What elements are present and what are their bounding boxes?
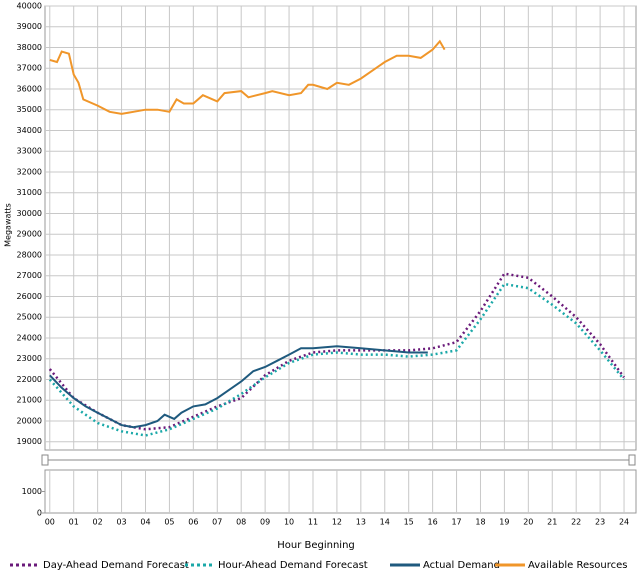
x-tick-label: 11 <box>308 518 318 527</box>
x-tick-label: 19 <box>499 518 509 527</box>
series-line <box>48 282 625 437</box>
y-tick-label: 31000 <box>17 188 42 197</box>
x-tick-label: 08 <box>236 518 246 527</box>
x-tick-label: 05 <box>164 518 174 527</box>
legend-label: Available Resources <box>528 560 628 571</box>
x-axis-label: Hour Beginning <box>277 540 355 551</box>
y-tick-label: 30000 <box>17 209 42 218</box>
x-tick-label: 14 <box>380 518 390 527</box>
y-tick-label: 34000 <box>17 126 42 135</box>
y-tick-label: 32000 <box>17 167 42 176</box>
x-tick-label: 24 <box>619 518 629 527</box>
y-tick-label: 33000 <box>17 147 42 156</box>
y-tick-label: 20000 <box>17 416 42 425</box>
x-tick-label: 21 <box>547 518 557 527</box>
series-line <box>48 272 626 431</box>
x-tick-label: 07 <box>212 518 222 527</box>
lower-plot-frame <box>44 469 637 514</box>
y-tick-label: 23000 <box>17 354 42 363</box>
y-tick-label: 29000 <box>17 230 42 239</box>
y-tick-label: 24000 <box>17 333 42 342</box>
legend-label: Actual Demand <box>423 560 500 571</box>
x-tick-label: 20 <box>523 518 533 527</box>
legend-label: Day-Ahead Demand Forecast <box>43 560 189 571</box>
y-tick-label: 35000 <box>17 105 42 114</box>
x-tick-label: 04 <box>140 518 150 527</box>
series-line <box>49 39 446 115</box>
x-tick-label: 00 <box>45 518 55 527</box>
y-tick-label: 37000 <box>17 64 42 73</box>
y-tick-label: 27000 <box>17 271 42 280</box>
x-tick-label: 13 <box>356 518 366 527</box>
y-tick-label: 21000 <box>17 396 42 405</box>
x-tick-label: 02 <box>93 518 103 527</box>
y-tick-label: 28000 <box>17 250 42 259</box>
x-tick-label: 15 <box>404 518 414 527</box>
x-tick-label: 12 <box>332 518 342 527</box>
plot-frame <box>44 5 637 451</box>
y-tick-label: 39000 <box>17 22 42 31</box>
series-line <box>49 345 428 429</box>
axis-break <box>41 454 636 466</box>
y-tick-label: 40000 <box>17 2 42 11</box>
y-tick-label: 38000 <box>17 43 42 52</box>
y-tick-label: 22000 <box>17 375 42 384</box>
x-tick-label: 22 <box>571 518 581 527</box>
x-tick-label: 06 <box>188 518 198 527</box>
x-tick-label: 09 <box>260 518 270 527</box>
x-tick-label: 03 <box>116 518 126 527</box>
y-tick-label: 26000 <box>17 292 42 301</box>
x-tick-label: 18 <box>475 518 485 527</box>
y-tick-label: 0 <box>37 509 42 518</box>
y-axis-label: Megawatts <box>4 203 13 247</box>
x-tick-label: 23 <box>595 518 605 527</box>
y-tick-label: 36000 <box>17 84 42 93</box>
x-tick-label: 16 <box>428 518 438 527</box>
legend-label: Hour-Ahead Demand Forecast <box>218 560 368 571</box>
x-tick-label: 01 <box>69 518 79 527</box>
y-tick-label: 25000 <box>17 313 42 322</box>
y-tick-label: 1000 <box>22 487 42 496</box>
x-tick-label: 17 <box>451 518 461 527</box>
y-tick-label: 19000 <box>17 437 42 446</box>
x-tick-label: 10 <box>284 518 294 527</box>
